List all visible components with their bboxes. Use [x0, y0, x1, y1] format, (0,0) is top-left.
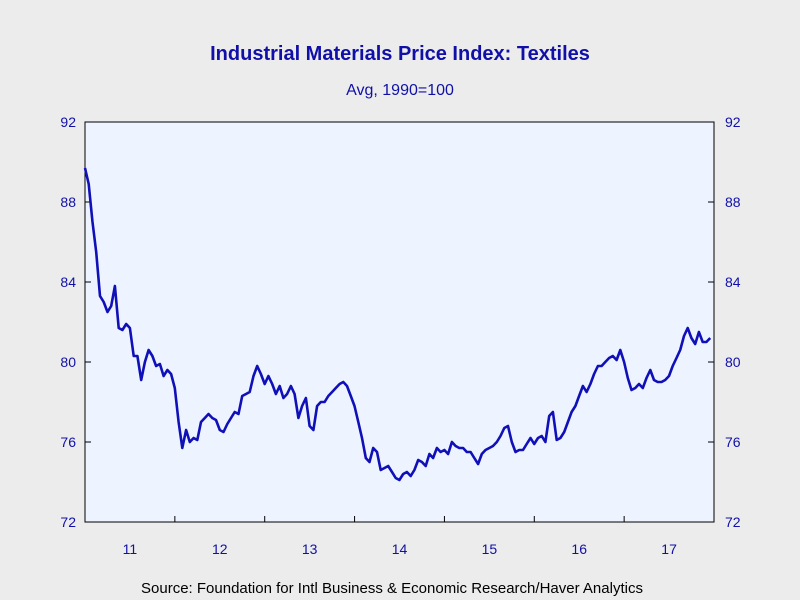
y-tick-label-left: 80: [60, 354, 76, 370]
y-tick-label-right: 76: [725, 434, 741, 450]
y-tick-label-right: 88: [725, 194, 741, 210]
y-tick-label-left: 72: [60, 514, 76, 530]
plot-area: [84, 121, 715, 523]
y-tick-label-right: 72: [725, 514, 741, 530]
series-line: [83, 167, 712, 482]
x-tick-label: 15: [482, 541, 498, 557]
chart-source: Source: Foundation for Intl Business & E…: [141, 580, 643, 597]
y-tick-label-left: 84: [60, 274, 76, 290]
x-tick-label: 11: [123, 541, 138, 557]
x-tick-label: 17: [661, 541, 677, 557]
y-tick-label-right: 80: [725, 354, 741, 370]
y-tick-label-right: 92: [725, 114, 741, 130]
chart-title: Industrial Materials Price Index: Textil…: [210, 43, 590, 65]
y-tick-label-left: 76: [60, 434, 76, 450]
x-tick-label: 13: [302, 541, 318, 557]
series-group: [83, 167, 712, 482]
axes: 72 72 76 76 80 80 84 84 88 88 92 92 11 12 13 14 15 16 17: [60, 114, 740, 557]
y-tick-label-left: 88: [60, 194, 76, 210]
y-tick-label-right: 84: [725, 274, 741, 290]
chart-subtitle: Avg, 1990=100: [346, 82, 454, 99]
x-tick-label: 14: [392, 541, 408, 557]
x-tick-label: 16: [571, 541, 587, 557]
y-tick-label-left: 92: [60, 114, 76, 130]
x-tick-label: 12: [212, 541, 228, 557]
